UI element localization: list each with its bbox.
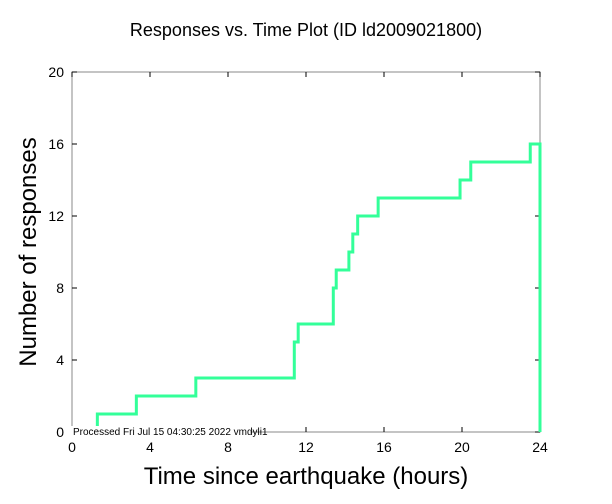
- y-tick-label: 8: [56, 280, 64, 296]
- x-tick-label: 24: [532, 439, 548, 455]
- y-tick-label: 20: [48, 64, 64, 80]
- y-axis-label: Number of responses: [15, 137, 42, 366]
- x-tick-label: 12: [298, 439, 314, 455]
- x-tick-label: 20: [454, 439, 470, 455]
- y-tick-label: 16: [48, 136, 64, 152]
- x-tick-label: 8: [224, 439, 232, 455]
- series-line: [95, 142, 542, 432]
- y-tick-label: 0: [56, 424, 64, 440]
- y-tick-label: 4: [56, 352, 64, 368]
- plot-frame: [71, 71, 541, 433]
- chart-title: Responses vs. Time Plot (ID ld2009021800…: [130, 20, 482, 40]
- x-tick-label: 16: [376, 439, 392, 455]
- footer-bg: [70, 426, 250, 437]
- x-tick-label: 0: [68, 439, 76, 455]
- y-tick-label: 12: [48, 208, 64, 224]
- processed-footer: Processed Fri Jul 15 04:30:25 2022 vmdyl…: [73, 427, 268, 438]
- x-tick-label: 4: [146, 439, 154, 455]
- x-axis-label: Time since earthquake (hours): [144, 463, 469, 490]
